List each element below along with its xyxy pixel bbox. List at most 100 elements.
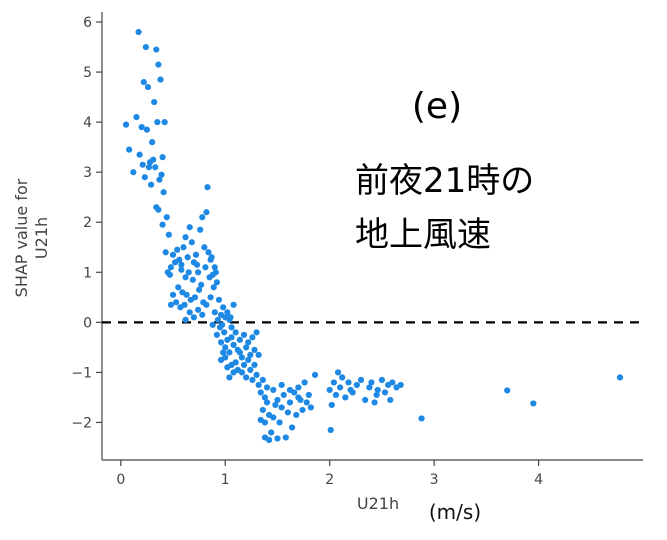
data-point: [184, 254, 191, 261]
data-point: [286, 399, 294, 406]
data-point: [176, 256, 183, 263]
data-point: [238, 369, 246, 376]
data-point: [332, 391, 340, 399]
data-point: [136, 151, 143, 158]
data-point: [418, 415, 425, 422]
data-point: [180, 244, 187, 251]
data-point: [163, 214, 170, 221]
data-point: [240, 361, 248, 368]
data-point: [141, 174, 148, 181]
x-tick-label: 0: [116, 472, 125, 488]
data-point: [213, 331, 220, 338]
data-point: [203, 301, 210, 308]
y-tick-label: 1: [83, 265, 92, 281]
data-point: [251, 346, 258, 353]
data-point: [253, 329, 260, 336]
data-point: [159, 221, 166, 228]
data-point: [167, 301, 175, 308]
data-point: [224, 309, 231, 316]
data-point: [169, 291, 177, 298]
data-point: [160, 189, 167, 196]
data-point: [209, 321, 216, 328]
x-axis-title: U21h: [357, 494, 399, 513]
data-point: [347, 386, 354, 394]
data-point: [188, 239, 195, 246]
data-point: [211, 264, 218, 271]
data-point: [257, 389, 264, 396]
data-point: [357, 376, 365, 384]
data-point: [178, 261, 185, 268]
data-point: [299, 406, 306, 414]
data-point: [530, 400, 537, 407]
data-point: [219, 321, 226, 328]
data-point: [173, 299, 180, 306]
data-point: [199, 214, 206, 221]
data-point: [616, 374, 624, 381]
data-point: [182, 316, 189, 323]
data-point: [266, 436, 273, 444]
data-point: [181, 301, 188, 308]
data-point: [126, 146, 133, 153]
data-point: [253, 371, 260, 379]
data-point: [205, 249, 212, 256]
data-point: [194, 306, 202, 313]
data-point: [232, 329, 239, 336]
data-point: [282, 434, 289, 441]
y-axis-title-line-2: U21h: [32, 217, 51, 259]
data-point: [295, 384, 302, 391]
data-point: [147, 181, 155, 188]
y-axis-title: SHAP value for U21h: [12, 178, 51, 297]
data-point: [373, 391, 380, 399]
data-point: [263, 384, 271, 391]
data-point: [251, 361, 258, 368]
data-point: [257, 416, 264, 424]
annotation-line-1: 前夜21時の: [355, 161, 534, 201]
data-point: [157, 76, 164, 83]
data-point: [183, 291, 190, 298]
data-point: [226, 374, 233, 381]
data-point: [261, 394, 269, 401]
data-point: [389, 379, 396, 386]
data-point: [230, 301, 237, 308]
data-point: [307, 404, 314, 411]
data-point: [371, 399, 378, 406]
data-point: [362, 396, 369, 404]
data-point: [162, 249, 169, 256]
data-point: [169, 251, 177, 258]
data-point: [387, 396, 394, 404]
data-point: [236, 349, 243, 356]
data-point: [263, 399, 271, 406]
data-point: [221, 329, 228, 336]
data-point: [311, 371, 319, 379]
data-point: [274, 396, 281, 404]
data-point: [156, 176, 163, 183]
data-point: [185, 269, 192, 276]
data-point: [247, 351, 254, 358]
data-point: [259, 406, 266, 414]
data-point: [182, 234, 189, 241]
data-point: [201, 244, 208, 251]
data-point: [378, 376, 385, 384]
data-point: [165, 231, 172, 238]
y-tick-label: −2: [71, 415, 92, 431]
data-point: [268, 429, 275, 436]
data-point: [151, 99, 158, 106]
data-point: [280, 391, 287, 399]
data-point: [191, 294, 199, 301]
data-point: [133, 114, 140, 121]
y-axis-ticks: −2 −1 0 1 2 3 4 5 6: [71, 15, 102, 431]
data-point: [130, 169, 137, 176]
data-point: [305, 391, 312, 399]
data-point: [217, 356, 225, 363]
data-point: [149, 139, 156, 146]
data-point: [272, 401, 279, 409]
data-point: [142, 43, 149, 51]
data-point: [249, 334, 256, 341]
data-point: [243, 374, 250, 381]
data-point: [228, 361, 235, 368]
data-point: [286, 386, 294, 394]
y-tick-label: 0: [83, 315, 92, 331]
data-point: [202, 264, 209, 271]
data-point: [212, 269, 219, 276]
